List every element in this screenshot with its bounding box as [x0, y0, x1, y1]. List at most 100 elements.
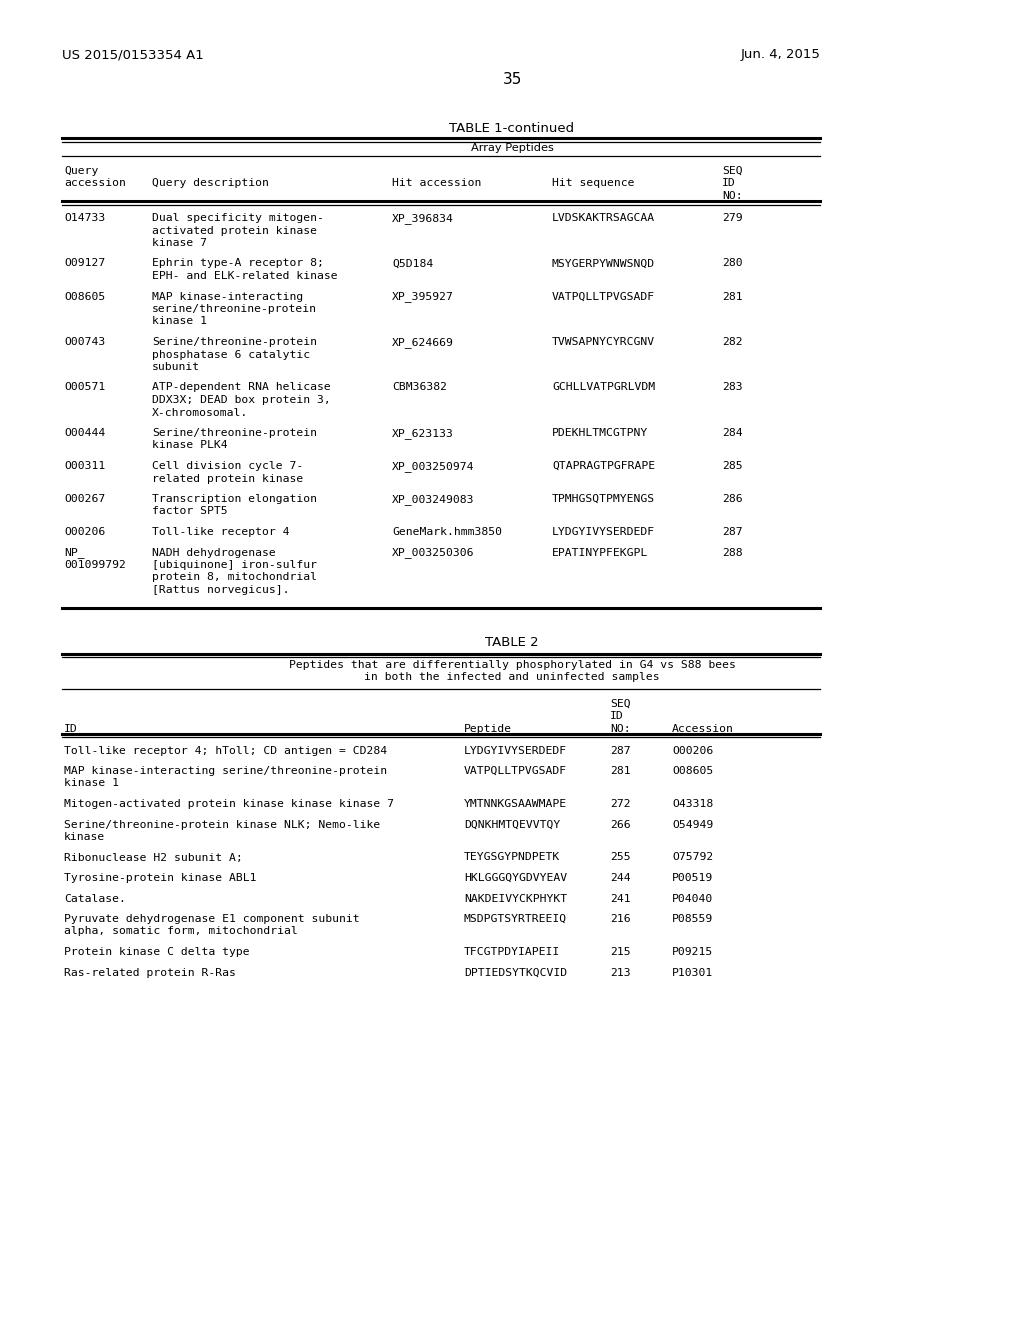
- Text: O00743: O00743: [63, 337, 105, 347]
- Text: O43318: O43318: [672, 799, 714, 809]
- Text: related protein kinase: related protein kinase: [152, 474, 303, 483]
- Text: 241: 241: [610, 894, 631, 903]
- Text: Cell division cycle 7-: Cell division cycle 7-: [152, 461, 303, 471]
- Text: phosphatase 6 catalytic: phosphatase 6 catalytic: [152, 350, 310, 359]
- Text: ID: ID: [63, 723, 78, 734]
- Text: 281: 281: [610, 766, 631, 776]
- Text: O00571: O00571: [63, 383, 105, 392]
- Text: in both the infected and uninfected samples: in both the infected and uninfected samp…: [365, 672, 659, 682]
- Text: Serine/threonine-protein: Serine/threonine-protein: [152, 337, 317, 347]
- Text: 216: 216: [610, 913, 631, 924]
- Text: XP_623133: XP_623133: [392, 428, 454, 440]
- Text: P09215: P09215: [672, 946, 714, 957]
- Text: Peptides that are differentially phosphorylated in G4 vs S88 bees: Peptides that are differentially phospho…: [289, 660, 735, 669]
- Text: NO:: NO:: [610, 723, 631, 734]
- Text: NAKDEIVYCKPHYKT: NAKDEIVYCKPHYKT: [464, 894, 567, 903]
- Text: kinase 1: kinase 1: [152, 317, 207, 326]
- Text: Jun. 4, 2015: Jun. 4, 2015: [740, 48, 820, 61]
- Text: ATP-dependent RNA helicase: ATP-dependent RNA helicase: [152, 383, 331, 392]
- Text: factor SPT5: factor SPT5: [152, 507, 227, 516]
- Text: O08605: O08605: [63, 292, 105, 301]
- Text: 266: 266: [610, 820, 631, 829]
- Text: XP_395927: XP_395927: [392, 292, 454, 302]
- Text: NADH dehydrogenase: NADH dehydrogenase: [152, 548, 275, 557]
- Text: O54949: O54949: [672, 820, 714, 829]
- Text: GCHLLVATPGRLVDM: GCHLLVATPGRLVDM: [552, 383, 655, 392]
- Text: O14733: O14733: [63, 213, 105, 223]
- Text: TVWSAPNYCYRCGNV: TVWSAPNYCYRCGNV: [552, 337, 655, 347]
- Text: O75792: O75792: [672, 853, 714, 862]
- Text: activated protein kinase: activated protein kinase: [152, 226, 317, 235]
- Text: [Rattus norvegicus].: [Rattus norvegicus].: [152, 585, 290, 595]
- Text: O09127: O09127: [63, 259, 105, 268]
- Text: alpha, somatic form, mitochondrial: alpha, somatic form, mitochondrial: [63, 927, 298, 936]
- Text: VATPQLLTPVGSADF: VATPQLLTPVGSADF: [464, 766, 567, 776]
- Text: VATPQLLTPVGSADF: VATPQLLTPVGSADF: [552, 292, 655, 301]
- Text: NO:: NO:: [722, 191, 742, 201]
- Text: Serine/threonine-protein: Serine/threonine-protein: [152, 428, 317, 438]
- Text: US 2015/0153354 A1: US 2015/0153354 A1: [62, 48, 204, 61]
- Text: [ubiquinone] iron-sulfur: [ubiquinone] iron-sulfur: [152, 560, 317, 570]
- Text: DDX3X; DEAD box protein 3,: DDX3X; DEAD box protein 3,: [152, 395, 331, 405]
- Text: Catalase.: Catalase.: [63, 894, 126, 903]
- Text: Array Peptides: Array Peptides: [471, 143, 553, 153]
- Text: LVDSKAKTRSAGCAA: LVDSKAKTRSAGCAA: [552, 213, 655, 223]
- Text: accession: accession: [63, 178, 126, 189]
- Text: Query: Query: [63, 166, 98, 176]
- Text: P08559: P08559: [672, 913, 714, 924]
- Text: Transcription elongation: Transcription elongation: [152, 494, 317, 504]
- Text: Toll-like receptor 4; hToll; CD antigen = CD284: Toll-like receptor 4; hToll; CD antigen …: [63, 746, 387, 755]
- Text: TABLE 2: TABLE 2: [485, 635, 539, 648]
- Text: XP_003250974: XP_003250974: [392, 461, 474, 473]
- Text: O00206: O00206: [672, 746, 714, 755]
- Text: Toll-like receptor 4: Toll-like receptor 4: [152, 527, 290, 537]
- Text: P10301: P10301: [672, 968, 714, 978]
- Text: 281: 281: [722, 292, 742, 301]
- Text: YMTNNKGSAAWMAPE: YMTNNKGSAAWMAPE: [464, 799, 567, 809]
- Text: EPH- and ELK-related kinase: EPH- and ELK-related kinase: [152, 271, 338, 281]
- Text: Accession: Accession: [672, 723, 734, 734]
- Text: MSDPGTSYRTREEIQ: MSDPGTSYRTREEIQ: [464, 913, 567, 924]
- Text: 255: 255: [610, 853, 631, 862]
- Text: O00267: O00267: [63, 494, 105, 504]
- Text: 001099792: 001099792: [63, 560, 126, 570]
- Text: protein 8, mitochondrial: protein 8, mitochondrial: [152, 573, 317, 582]
- Text: SEQ: SEQ: [722, 166, 742, 176]
- Text: 287: 287: [722, 527, 742, 537]
- Text: XP_624669: XP_624669: [392, 337, 454, 348]
- Text: ID: ID: [722, 178, 736, 189]
- Text: 288: 288: [722, 548, 742, 557]
- Text: 244: 244: [610, 873, 631, 883]
- Text: 282: 282: [722, 337, 742, 347]
- Text: Tyrosine-protein kinase ABL1: Tyrosine-protein kinase ABL1: [63, 873, 256, 883]
- Text: EPATINYPFEKGPL: EPATINYPFEKGPL: [552, 548, 648, 557]
- Text: 284: 284: [722, 428, 742, 438]
- Text: Hit sequence: Hit sequence: [552, 178, 635, 189]
- Text: kinase: kinase: [63, 832, 105, 842]
- Text: TPMHGSQTPMYENGS: TPMHGSQTPMYENGS: [552, 494, 655, 504]
- Text: XP_003250306: XP_003250306: [392, 548, 474, 558]
- Text: XP_396834: XP_396834: [392, 213, 454, 224]
- Text: 272: 272: [610, 799, 631, 809]
- Text: NP_: NP_: [63, 548, 85, 558]
- Text: GeneMark.hmm3850: GeneMark.hmm3850: [392, 527, 502, 537]
- Text: XP_003249083: XP_003249083: [392, 494, 474, 506]
- Text: TABLE 1-continued: TABLE 1-continued: [450, 121, 574, 135]
- Text: Query description: Query description: [152, 178, 269, 189]
- Text: 286: 286: [722, 494, 742, 504]
- Text: serine/threonine-protein: serine/threonine-protein: [152, 304, 317, 314]
- Text: Peptide: Peptide: [464, 723, 512, 734]
- Text: LYDGYIVYSERDEDF: LYDGYIVYSERDEDF: [464, 746, 567, 755]
- Text: MAP kinase-interacting serine/threonine-protein: MAP kinase-interacting serine/threonine-…: [63, 766, 387, 776]
- Text: 215: 215: [610, 946, 631, 957]
- Text: P00519: P00519: [672, 873, 714, 883]
- Text: kinase PLK4: kinase PLK4: [152, 441, 227, 450]
- Text: TEYGSGYPNDPETK: TEYGSGYPNDPETK: [464, 853, 560, 862]
- Text: 35: 35: [503, 73, 521, 87]
- Text: Q5D184: Q5D184: [392, 259, 433, 268]
- Text: DQNKHMTQEVVTQY: DQNKHMTQEVVTQY: [464, 820, 560, 829]
- Text: Serine/threonine-protein kinase NLK; Nemo-like: Serine/threonine-protein kinase NLK; Nem…: [63, 820, 380, 829]
- Text: X-chromosomal.: X-chromosomal.: [152, 408, 248, 417]
- Text: DPTIEDSYTKQCVID: DPTIEDSYTKQCVID: [464, 968, 567, 978]
- Text: MSYGERPYWNWSNQD: MSYGERPYWNWSNQD: [552, 259, 655, 268]
